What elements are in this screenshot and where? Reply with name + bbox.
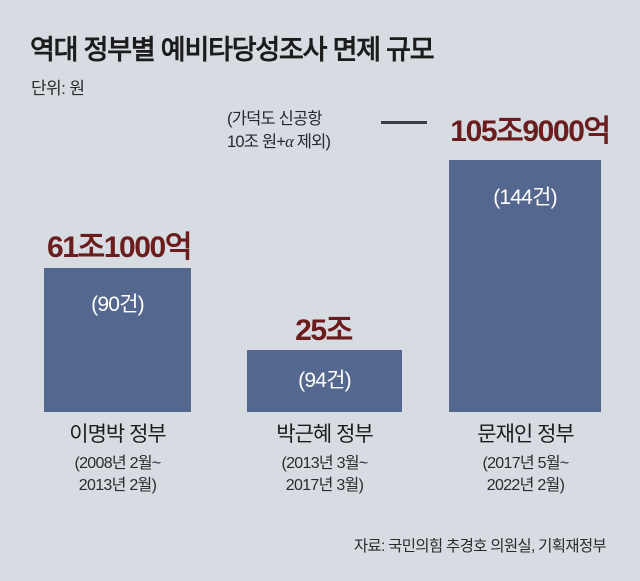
bar-category-term-2: (2017년 5월~ 2022년 2월) [431, 453, 620, 496]
bar-count-label-0: (90건) [91, 293, 144, 316]
bar-category-name-1: 박근혜 정부 [276, 423, 373, 446]
unit-label: 단위: 원 [31, 79, 85, 98]
bar-category-name-0: 이명박 정부 [69, 423, 166, 446]
annotation-line-2-prefix: 10조 원+ [227, 132, 286, 151]
alpha-symbol: α [285, 131, 294, 151]
bar-category-term-0: (2008년 2월~ 2013년 2월) [23, 453, 212, 496]
term-line-2-0: 2013년 2월) [78, 476, 157, 494]
term-line-1-1: (2013년 3월~ [281, 455, 368, 473]
bar-category-term-1: (2013년 3월~ 2017년 3월) [230, 453, 419, 496]
bar-count-label-1: (94건) [298, 369, 351, 392]
bar-value-label-0: 61조1000억 [46, 231, 193, 264]
annotation-connector-line [381, 121, 427, 124]
bar-1: (94건) [247, 350, 402, 412]
term-line-2-2: 2022년 2월) [486, 476, 565, 494]
term-line-2-1: 2017년 3월) [285, 476, 364, 494]
source-note: 자료: 국민의힘 추경호 의원실, 기획재정부 [353, 538, 607, 555]
annotation-line-1: (가덕도 신공항 [227, 110, 323, 128]
exclusion-annotation: (가덕도 신공항 10조 원+α 제외) [227, 108, 331, 154]
bar-value-label-2: 105조9000억 [450, 115, 611, 148]
term-line-1-0: (2008년 2월~ [74, 455, 161, 473]
term-line-1-2: (2017년 5월~ [482, 455, 569, 473]
bar-value-label-1: 25조 [295, 314, 353, 347]
page-title: 역대 정부별 예비타당성조사 면제 규모 [30, 35, 435, 65]
bar-0: (90건) [44, 268, 191, 412]
bar-category-0: 이명박 정부 (2008년 2월~ 2013년 2월) [23, 422, 212, 496]
bar-category-name-2: 문재인 정부 [477, 423, 574, 446]
bar-category-2: 문재인 정부 (2017년 5월~ 2022년 2월) [431, 422, 620, 496]
bar-count-label-2: (144건) [493, 186, 557, 209]
bar-category-1: 박근혜 정부 (2013년 3월~ 2017년 3월) [230, 422, 419, 496]
bar-2: (144건) [449, 160, 601, 412]
annotation-line-2-suffix: 제외) [293, 132, 331, 151]
